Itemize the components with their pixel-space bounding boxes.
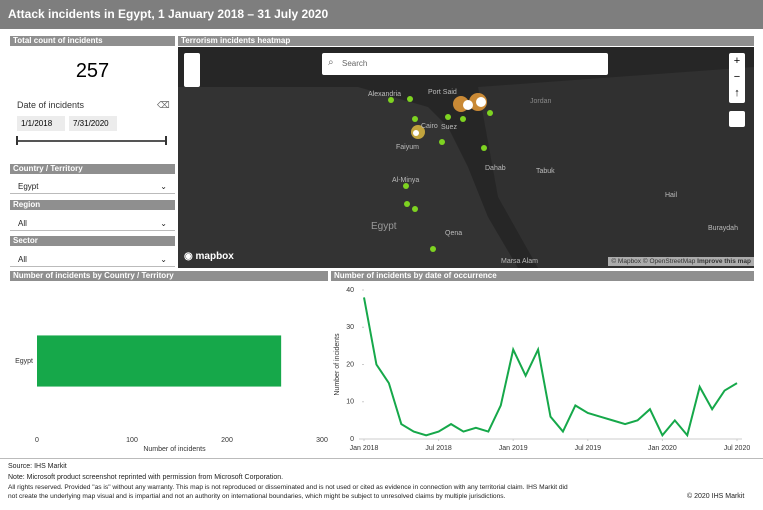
x-axis-label: Number of incidents [143, 446, 206, 453]
eraser-icon[interactable]: ⌫ [157, 100, 170, 110]
section-header: Country / Territory [10, 164, 175, 174]
x-tick-label: 300 [316, 437, 328, 444]
land [478, 67, 754, 268]
section-header: Number of incidents by date of occurrenc… [331, 271, 754, 281]
total-value: 257 [75, 60, 110, 82]
start-date[interactable]: 1/1/2018 [17, 116, 65, 131]
place-label: Buraydah [708, 225, 738, 232]
section-header: Terrorism incidents heatmap [178, 36, 754, 46]
bar [37, 335, 282, 387]
y-tick-label: Egypt [15, 358, 33, 365]
slider-handle[interactable] [16, 136, 18, 145]
place-label: Egypt [371, 221, 397, 232]
dropdown-value: Egypt [18, 182, 39, 191]
header: Attack incidents in Egypt, 1 January 201… [0, 0, 763, 29]
dropdown[interactable]: Egypt ⌄ [10, 180, 175, 194]
y-axis-label: Number of incidents [334, 333, 341, 396]
place-label: Qena [445, 230, 463, 237]
place-label: Cairo [421, 123, 438, 130]
place-label: Tabuk [536, 168, 555, 175]
place-label: Port Said [428, 89, 457, 96]
search-box[interactable]: ⌕ Search [322, 53, 608, 75]
zoom-controls[interactable]: + − ↑ [729, 53, 745, 103]
date-slider[interactable] [17, 140, 167, 142]
x-tick-label: 100 [126, 437, 138, 444]
section-header: Sector [10, 236, 175, 246]
place-label: Faiyum [396, 144, 419, 151]
mapbox-logo: ◉ mapbox [184, 251, 234, 262]
dropdown[interactable]: All ⌄ [10, 253, 175, 267]
heatmap [388, 93, 493, 252]
note: All rights reserved. Provided "as is" wi… [8, 484, 568, 491]
y-tick-label: 0 [350, 436, 354, 443]
slider-handle[interactable] [165, 136, 167, 145]
copyright: © 2020 IHS Markit [687, 493, 745, 500]
divider [0, 458, 763, 459]
place-label: Jordan [530, 98, 552, 105]
dropdown-value: All [18, 255, 27, 264]
x-tick-label: 0 [35, 437, 39, 444]
x-tick-label: Jan 2020 [648, 445, 677, 452]
x-tick-label: Jul 2020 [724, 445, 751, 452]
place-label: Hail [665, 192, 678, 199]
y-tick-label: 40 [346, 287, 354, 294]
zoom-select[interactable] [729, 111, 745, 127]
dropdown-value: All [18, 219, 27, 228]
x-tick-label: 200 [221, 437, 233, 444]
note: not create the underlying map visual and… [8, 493, 506, 500]
dropdown[interactable]: All ⌄ [10, 217, 175, 231]
search-placeholder: Search [342, 59, 368, 68]
x-tick-label: Jul 2019 [575, 445, 602, 452]
x-tick-label: Jul 2018 [425, 445, 452, 452]
attribution-item[interactable]: Improve this map [697, 258, 751, 265]
logo-text: mapbox [195, 251, 234, 262]
end-date[interactable]: 7/31/2020 [69, 116, 117, 131]
attribution-item[interactable]: © OpenStreetMap [642, 258, 696, 265]
attribution: © Mapbox © OpenStreetMap Improve this ma… [608, 257, 754, 266]
note: Note: Microsoft product screenshot repri… [8, 474, 284, 481]
place-label: Alexandria [368, 91, 402, 98]
x-tick-label: Jan 2019 [499, 445, 528, 452]
title: Attack incidents in Egypt, 1 January 201… [8, 7, 329, 21]
y-tick-label: 10 [346, 399, 354, 406]
place-label: Suez [441, 124, 457, 131]
y-tick-label: 30 [346, 324, 354, 331]
map-shapes [178, 67, 754, 268]
map-tools[interactable] [184, 53, 200, 87]
place-label: Dahab [485, 165, 506, 172]
attribution-item[interactable]: © Mapbox [611, 258, 642, 265]
x-tick-label: Jan 2018 [350, 445, 379, 452]
land [178, 87, 518, 268]
line [363, 297, 738, 438]
place-label: Marsa Alam [501, 258, 538, 265]
place-label: Al-Minya [392, 177, 420, 184]
date-label: Date of incidents [17, 100, 85, 110]
section-header: Total count of incidents [10, 36, 175, 46]
y-tick-label: 20 [346, 361, 354, 368]
source: Source: IHS Markit [8, 463, 67, 470]
section-header: Region [10, 200, 175, 210]
section-header: Number of incidents by Country / Territo… [10, 271, 328, 281]
map[interactable]: ⌕ Search + − ↑ Alexandria Port Said Jordan… [178, 47, 754, 268]
